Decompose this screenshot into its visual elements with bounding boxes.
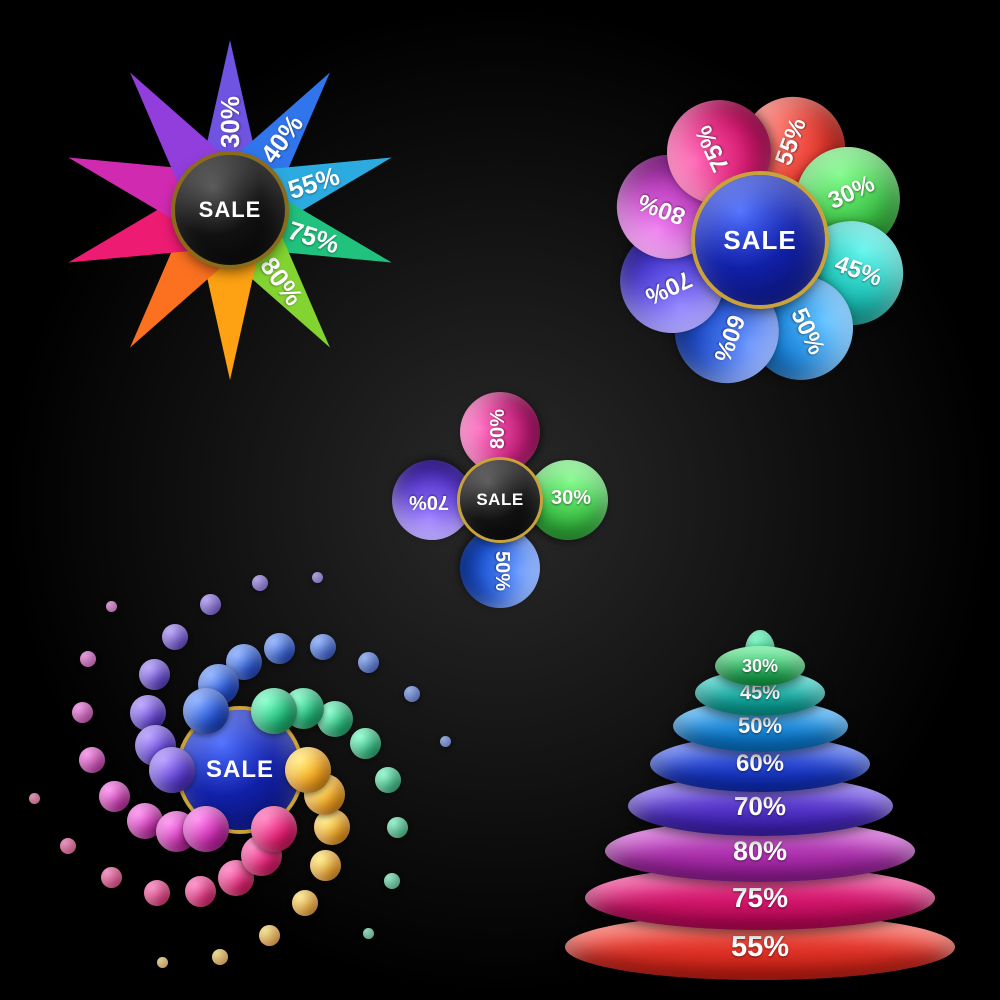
spiral-ball <box>259 925 280 946</box>
spiral-ball <box>251 806 297 852</box>
sale-spiral: SALE <box>30 560 450 980</box>
spiral-ball <box>144 880 170 906</box>
flower-hub-label: SALE <box>723 225 796 256</box>
spiral-ball <box>440 736 451 747</box>
spiral-ball <box>106 601 117 612</box>
spiral-ball <box>375 767 401 793</box>
spiral-ball <box>285 747 331 793</box>
pyramid-disc-label: 55% <box>731 931 789 964</box>
spiral-hub-label: SALE <box>206 756 274 784</box>
spiral-ball <box>358 652 379 673</box>
pyramid-disc-label: 60% <box>736 750 784 778</box>
spiral-ball <box>99 781 130 812</box>
spiral-ball <box>212 949 228 965</box>
wheel-hub: SALE <box>175 155 285 265</box>
spiral-ball <box>183 688 229 734</box>
spiral-ball <box>404 686 420 702</box>
spiral-ball <box>292 890 318 916</box>
spiral-ball <box>162 624 188 650</box>
sale-wheel: 70%50%40%30%20%30%40%55%75%80% SALE <box>50 30 410 390</box>
spiral-ball <box>350 728 381 759</box>
mini-petal-label: 80% <box>487 394 510 464</box>
spiral-ball <box>252 575 268 591</box>
mini-hub: SALE <box>460 460 540 540</box>
spiral-ball <box>183 806 229 852</box>
spiral-ball <box>363 928 374 939</box>
spiral-ball <box>60 838 76 854</box>
mini-petal-label: 70% <box>394 490 464 513</box>
spiral-ball <box>79 747 105 773</box>
spiral-ball <box>310 850 341 881</box>
spiral-ball <box>314 809 350 845</box>
spiral-ball <box>200 594 221 615</box>
spiral-ball <box>149 747 195 793</box>
spiral-ball <box>264 633 295 664</box>
spiral-ball <box>139 659 170 690</box>
spiral-ball <box>157 957 168 968</box>
mini-petal-label: 30% <box>536 487 606 510</box>
spiral-ball <box>101 867 122 888</box>
spiral-ball <box>251 688 297 734</box>
pyramid-disc-label: 80% <box>733 836 787 867</box>
spiral-ball <box>312 572 323 583</box>
mini-hub-label: SALE <box>476 490 523 510</box>
spiral-ball <box>29 793 40 804</box>
pyramid-disc-label: 50% <box>738 713 782 739</box>
spiral-ball <box>185 876 216 907</box>
pyramid-disc: 30% <box>715 646 805 686</box>
mini-petal-label: 50% <box>490 536 513 606</box>
pyramid-disc-label: 30% <box>742 656 778 677</box>
sale-flower: 55%30%45%50%60%70%80%75% SALE <box>560 40 960 440</box>
spiral-ball <box>310 634 336 660</box>
spiral-ball <box>80 651 96 667</box>
spiral-ball <box>384 873 400 889</box>
flower-hub: SALE <box>695 175 825 305</box>
wheel-hub-label: SALE <box>199 197 262 223</box>
spiral-ball <box>72 702 93 723</box>
pyramid-disc-label: 75% <box>732 882 788 914</box>
sale-pyramid: 30%45%50%60%70%80%75%55% <box>560 510 960 980</box>
pyramid-disc-label: 70% <box>734 791 786 822</box>
spiral-ball <box>387 817 408 838</box>
